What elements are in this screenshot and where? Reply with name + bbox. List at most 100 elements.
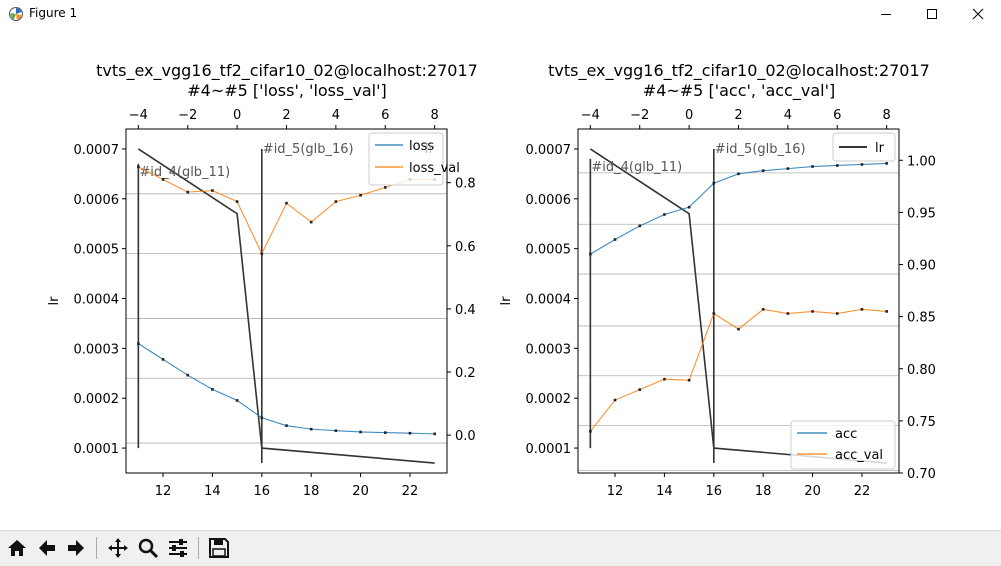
x-tick-label: 14 xyxy=(204,484,221,499)
data-point xyxy=(860,308,864,311)
data-point xyxy=(309,220,313,224)
window-titlebar: Figure 1 xyxy=(0,0,1001,28)
maximize-icon xyxy=(927,9,937,19)
left-tick-label: 0.0001 xyxy=(74,442,120,457)
top-tick-label: 2 xyxy=(282,108,290,123)
x-tick-label: 18 xyxy=(303,484,320,499)
matplotlib-icon xyxy=(9,7,23,21)
save-button[interactable] xyxy=(205,534,233,562)
forward-button[interactable] xyxy=(62,534,90,562)
right-tick-label: 0.2 xyxy=(455,366,476,381)
data-point xyxy=(211,189,214,192)
chart-subtitle: #4~#5 ['acc', 'acc_val'] xyxy=(643,81,835,101)
vline-label: #id_5(glb_16) xyxy=(263,142,354,157)
legend: acc acc_val xyxy=(790,420,896,470)
configure-icon xyxy=(169,539,187,557)
back-icon xyxy=(39,540,55,556)
data-point xyxy=(161,178,165,181)
top-tick-label: 6 xyxy=(381,108,389,123)
top-tick-label: 4 xyxy=(784,108,792,123)
data-point xyxy=(663,377,666,381)
x-tick-label: 18 xyxy=(755,484,772,499)
top-tick-label: −2 xyxy=(630,108,649,123)
vline-label: #id_4(glb_11) xyxy=(591,160,682,175)
legend-label: loss xyxy=(409,139,434,154)
back-button[interactable] xyxy=(33,534,61,562)
top-tick-label: 0 xyxy=(233,108,241,123)
pan-icon xyxy=(108,538,128,558)
data-point xyxy=(811,165,814,168)
series-line-acc xyxy=(590,162,887,255)
right-tick-label: 1.00 xyxy=(907,154,936,169)
home-icon xyxy=(8,540,26,556)
top-tick-label: 6 xyxy=(833,108,841,123)
data-point xyxy=(737,327,740,331)
x-tick-label: 22 xyxy=(854,484,871,499)
left-tick-label: 0.0004 xyxy=(74,293,120,308)
chart-title: tvts_ex_vgg16_tf2_cifar10_02@localhost:2… xyxy=(96,61,478,81)
series-line-loss xyxy=(138,343,435,435)
data-point xyxy=(137,342,140,345)
chart-title: tvts_ex_vgg16_tf2_cifar10_02@localhost:2… xyxy=(548,61,930,81)
data-point xyxy=(260,416,264,420)
data-point xyxy=(186,190,190,194)
data-point xyxy=(186,373,190,377)
save-icon xyxy=(209,538,229,558)
left-tick-label: 0.0005 xyxy=(74,243,120,258)
data-point xyxy=(589,430,592,433)
data-point xyxy=(383,186,387,189)
data-point xyxy=(712,312,716,315)
legend: loss loss_val xyxy=(368,132,460,186)
left-tick-label: 0.0002 xyxy=(526,392,572,407)
x-tick-label: 22 xyxy=(402,484,419,499)
data-point xyxy=(309,427,313,431)
left-tick-label: 0.0003 xyxy=(74,342,120,357)
data-point xyxy=(137,165,140,169)
data-point xyxy=(761,169,765,172)
data-point xyxy=(613,398,617,402)
zoom-icon xyxy=(138,538,159,559)
left-tick-label: 0.0003 xyxy=(526,342,572,357)
data-point xyxy=(235,200,239,203)
data-point xyxy=(811,310,814,313)
top-tick-label: 8 xyxy=(883,108,891,123)
zoom-button[interactable] xyxy=(134,534,162,562)
lr-series-line xyxy=(137,148,435,464)
right-tick-label: 0.90 xyxy=(907,259,936,274)
data-point xyxy=(638,224,642,228)
right-tick-label: 0.4 xyxy=(455,303,476,318)
data-point xyxy=(786,167,790,170)
maximize-button[interactable] xyxy=(909,0,955,28)
data-point xyxy=(786,312,790,315)
legend-label: lr xyxy=(875,141,885,156)
top-tick-label: 0 xyxy=(685,108,693,123)
data-point xyxy=(885,310,888,313)
data-point xyxy=(589,252,592,256)
home-button[interactable] xyxy=(3,534,31,562)
left-tick-label: 0.0007 xyxy=(74,143,120,158)
top-tick-label: −4 xyxy=(129,108,148,123)
data-point xyxy=(285,424,288,427)
x-tick-label: 20 xyxy=(804,484,821,499)
chart-2: tvts_ex_vgg16_tf2_cifar10_02@localhost:2… xyxy=(499,61,936,499)
toolbar-separator xyxy=(198,537,199,559)
pan-button[interactable] xyxy=(104,534,132,562)
left-tick-label: 0.0002 xyxy=(74,392,120,407)
data-point xyxy=(433,432,436,436)
data-point xyxy=(260,252,264,255)
configure-button[interactable] xyxy=(164,534,192,562)
legend-label: acc xyxy=(835,427,857,442)
close-button[interactable] xyxy=(955,0,1001,28)
right-tick-label: 0.80 xyxy=(907,363,936,378)
legend-label-overlap: lr xyxy=(425,142,435,157)
minimize-icon xyxy=(881,14,891,15)
series-line-acc_val xyxy=(589,308,887,432)
data-point xyxy=(663,213,666,216)
data-point xyxy=(860,163,864,166)
top-tick-label: 4 xyxy=(332,108,340,123)
x-tick-label: 12 xyxy=(607,484,624,499)
data-point xyxy=(285,201,288,205)
minimize-button[interactable] xyxy=(863,0,909,28)
figure-svg: tvts_ex_vgg16_tf2_cifar10_02@localhost:2… xyxy=(47,61,936,499)
data-point xyxy=(359,193,362,197)
